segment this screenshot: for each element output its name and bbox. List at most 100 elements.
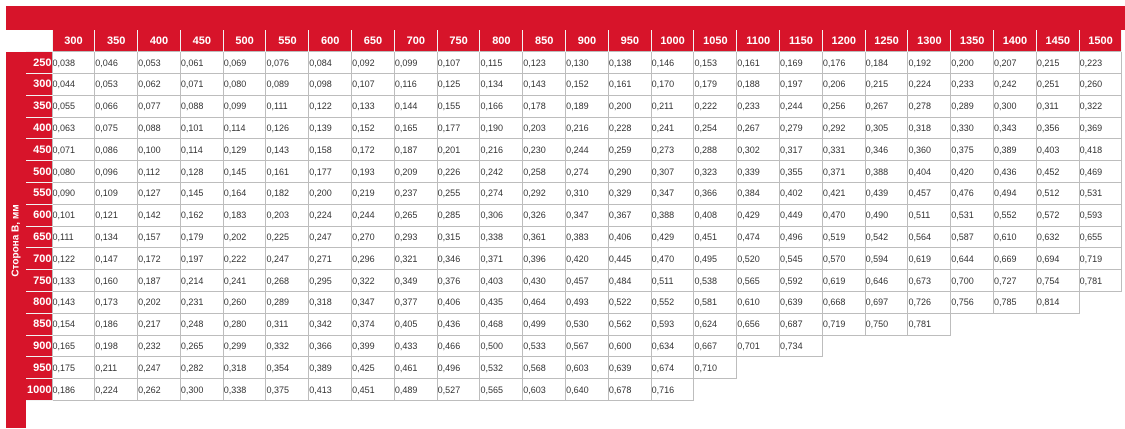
column-header: 1250 xyxy=(864,30,909,52)
table-cell: 0,323 xyxy=(693,160,738,184)
table-cell: 0,080 xyxy=(51,160,96,184)
table-cell: 0,107 xyxy=(351,73,395,96)
table-cell: 0,457 xyxy=(907,182,952,205)
table-row: 1000 0,186 0,224 0,262 0,300 0,338 0,375 0,413 0… xyxy=(26,378,1122,402)
empty-cell xyxy=(950,356,994,379)
table-cell: 0,678 xyxy=(607,378,652,402)
table-cell: 0,055 xyxy=(51,94,96,118)
table-cell: 0,374 xyxy=(351,312,395,336)
table-cell: 0,280 xyxy=(222,312,267,336)
table-cell: 0,347 xyxy=(650,182,695,205)
table-cell: 0,317 xyxy=(779,138,823,162)
table-row: 800 0,143 0,173 0,202 0,231 0,260 0,289 0,318 0,… xyxy=(26,291,1122,314)
table-cell: 0,632 xyxy=(1035,225,1080,249)
table-cell: 0,669 xyxy=(993,247,1037,271)
table-cell: 0,494 xyxy=(993,182,1037,205)
table-cell: 0,376 xyxy=(436,269,481,293)
table-row: 550 0,090 0,109 0,127 0,145 0,164 0,182 0,200 0,… xyxy=(26,182,1123,205)
table-cell: 0,222 xyxy=(693,94,738,118)
table-cell: 0,567 xyxy=(565,334,609,358)
table-cell: 0,644 xyxy=(950,247,995,271)
row-header: 350 xyxy=(26,94,52,118)
table-cell: 0,184 xyxy=(864,51,909,75)
table-cell: 0,193 xyxy=(351,160,395,184)
table-cell: 0,413 xyxy=(308,378,353,402)
empty-cell xyxy=(1079,335,1122,357)
table-cell: 0,206 xyxy=(821,73,866,96)
table-cell: 0,520 xyxy=(736,247,781,271)
table-cell: 0,231 xyxy=(179,291,224,314)
table-cell: 0,512 xyxy=(1035,182,1080,205)
empty-cell xyxy=(1036,335,1080,357)
table-cell: 0,399 xyxy=(351,334,395,358)
table-cell: 0,107 xyxy=(436,51,481,75)
table-cell: 0,172 xyxy=(137,247,181,271)
table-cell: 0,371 xyxy=(821,160,866,184)
table-cell: 0,285 xyxy=(436,203,481,227)
table-cell: 0,511 xyxy=(650,269,695,293)
table-cell: 0,146 xyxy=(650,51,695,75)
table-cell: 0,090 xyxy=(51,182,96,205)
table-cell: 0,223 xyxy=(1078,51,1123,75)
table-cell: 0,754 xyxy=(1035,269,1080,293)
table-cell: 0,251 xyxy=(1035,73,1080,96)
table-cell: 0,470 xyxy=(650,247,695,271)
table-cell: 0,086 xyxy=(94,138,139,162)
table-cell: 0,256 xyxy=(821,94,866,118)
table-row: 450 0,071 0,086 0,100 0,114 0,129 0,143 0,158 0,… xyxy=(26,138,1123,162)
table-cell: 0,216 xyxy=(479,138,524,162)
table-cell: 0,224 xyxy=(94,378,139,402)
table-cell: 0,429 xyxy=(650,225,695,249)
table-cell: 0,129 xyxy=(222,138,267,162)
table-cell: 0,217 xyxy=(137,312,181,336)
table-cell: 0,531 xyxy=(950,203,995,227)
header-side-band xyxy=(6,52,26,428)
column-header: 1450 xyxy=(1035,30,1080,52)
table-cell: 0,489 xyxy=(393,378,438,402)
row-header: 450 xyxy=(26,138,52,162)
table-row: 600 0,101 0,121 0,142 0,162 0,183 0,203 0,224 0,… xyxy=(26,203,1123,227)
table-cell: 0,076 xyxy=(265,51,310,75)
table-cell: 0,603 xyxy=(565,356,609,380)
table-cell: 0,133 xyxy=(351,94,395,118)
table-cell: 0,587 xyxy=(950,225,995,249)
table-cell: 0,098 xyxy=(308,73,353,96)
empty-cell xyxy=(822,356,866,379)
table-cell: 0,271 xyxy=(308,247,353,271)
table-cell: 0,495 xyxy=(693,247,738,271)
table-cell: 0,457 xyxy=(565,269,609,293)
table-cell: 0,343 xyxy=(993,116,1037,140)
table-cell: 0,315 xyxy=(436,225,481,249)
table-cell: 0,123 xyxy=(522,51,567,75)
table-cell: 0,342 xyxy=(308,312,353,336)
table-cell: 0,202 xyxy=(137,291,181,314)
table-cell: 0,375 xyxy=(265,378,310,402)
table-cell: 0,053 xyxy=(94,73,139,96)
table-cell: 0,142 xyxy=(137,203,181,227)
table-cell: 0,727 xyxy=(993,269,1037,293)
table-cell: 0,564 xyxy=(907,225,952,249)
table-cell: 0,274 xyxy=(479,182,524,205)
table-cell: 0,254 xyxy=(693,116,738,140)
row-header: 900 xyxy=(26,334,52,358)
empty-cell xyxy=(1079,313,1122,336)
column-header: 300 xyxy=(51,30,96,52)
table-cell: 0,384 xyxy=(736,182,781,205)
table-cell: 0,186 xyxy=(94,312,139,336)
table-cell: 0,071 xyxy=(51,138,96,162)
table-cell: 0,572 xyxy=(1035,203,1080,227)
table-cell: 0,634 xyxy=(650,334,695,358)
table-cell: 0,188 xyxy=(736,73,781,96)
table-cell: 0,089 xyxy=(265,73,310,96)
empty-cell xyxy=(822,335,866,357)
empty-cell xyxy=(1036,378,1080,401)
table-cell: 0,408 xyxy=(693,203,738,227)
table-cell: 0,355 xyxy=(779,160,823,184)
table-cell: 0,062 xyxy=(137,73,181,96)
table-cell: 0,144 xyxy=(393,94,438,118)
column-header: 400 xyxy=(137,30,181,52)
row-header: 800 xyxy=(26,291,52,314)
table-row: 950 0,175 0,211 0,247 0,282 0,318 0,354 0,389 0,… xyxy=(26,356,1122,380)
table-cell: 0,063 xyxy=(51,116,96,140)
table-cell: 0,147 xyxy=(94,247,139,271)
